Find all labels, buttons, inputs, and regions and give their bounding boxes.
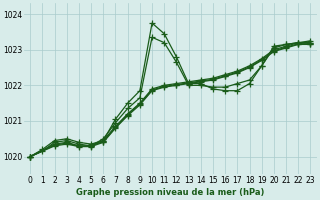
X-axis label: Graphe pression niveau de la mer (hPa): Graphe pression niveau de la mer (hPa) (76, 188, 265, 197)
